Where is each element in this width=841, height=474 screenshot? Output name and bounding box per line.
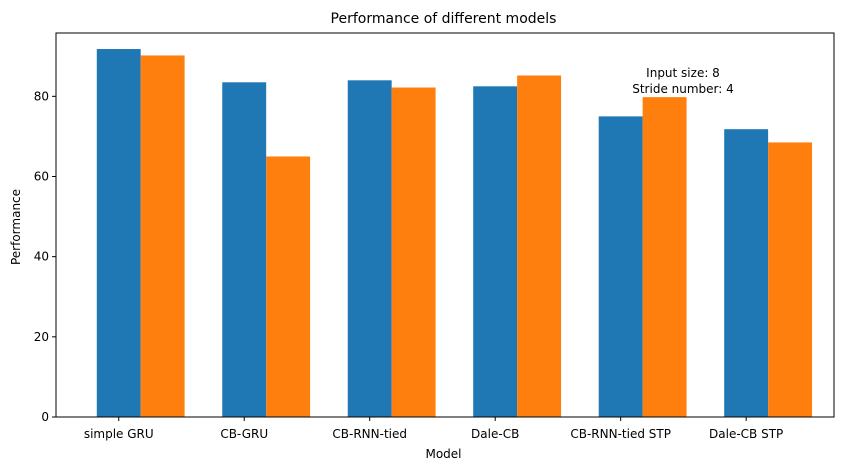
- bar: [347, 80, 392, 418]
- bars-layer: [96, 49, 813, 418]
- chart-title: Performance of different models: [331, 11, 557, 27]
- bar: [96, 49, 141, 418]
- bar: [222, 82, 267, 418]
- x-tick-label: simple GRU: [84, 427, 154, 441]
- y-tick-label: 0: [41, 410, 49, 424]
- x-ticks: simple GRU CB-GRU CB-RNN-tied Dale-CB CB-RNN…: [84, 417, 783, 441]
- x-tick-label: CB-GRU: [220, 427, 268, 441]
- bar: [598, 116, 643, 418]
- bar: [724, 129, 769, 417]
- bar: [391, 87, 436, 417]
- bar: [517, 75, 562, 417]
- y-tick-label: 20: [34, 330, 49, 344]
- bar: [140, 55, 185, 417]
- annotation: Input size: 8 Stride number: 4: [632, 66, 734, 96]
- bar: [642, 97, 687, 418]
- annotation-line: Input size: 8: [646, 66, 720, 80]
- bar: [473, 86, 518, 417]
- y-tick-label: 40: [34, 250, 49, 264]
- bar: [768, 142, 813, 417]
- x-axis-label: Model: [425, 447, 461, 461]
- y-tick-label: 60: [34, 169, 49, 183]
- y-tick-label: 80: [34, 89, 49, 103]
- bar: [266, 156, 311, 417]
- axes-layer: [55, 32, 835, 418]
- y-ticks: 0 20 40 60 80: [34, 89, 56, 424]
- x-tick-label: CB-RNN-tied: [332, 427, 407, 441]
- x-tick-label: Dale-CB: [471, 427, 519, 441]
- plot-frame: [55, 32, 835, 418]
- x-tick-label: CB-RNN-tied STP: [570, 427, 671, 441]
- x-tick-label: Dale-CB STP: [709, 427, 783, 441]
- y-axis-label: Performance: [9, 189, 23, 265]
- annotation-line: Stride number: 4: [632, 82, 734, 96]
